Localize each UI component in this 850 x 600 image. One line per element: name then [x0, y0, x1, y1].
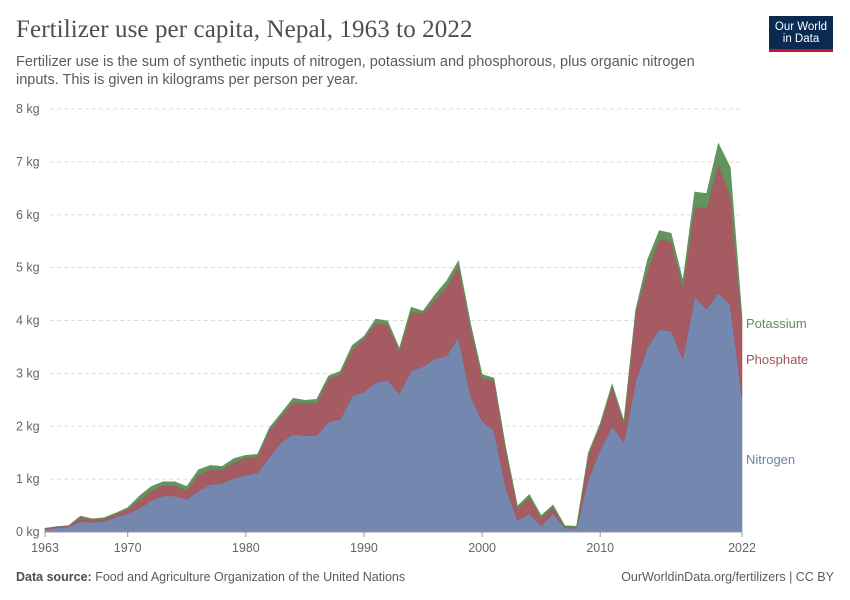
y-tick-label: 1 kg — [16, 472, 40, 486]
x-tick-label: 2022 — [728, 541, 756, 555]
legend-label-phosphate: Phosphate — [746, 352, 808, 367]
y-tick-label: 7 kg — [16, 155, 40, 169]
y-tick-label: 3 kg — [16, 366, 40, 380]
x-tick-label: 2010 — [586, 541, 614, 555]
y-tick-label: 2 kg — [16, 419, 40, 433]
logo-line2: in Data — [782, 32, 820, 45]
y-tick-label: 8 kg — [16, 102, 40, 116]
x-tick-label: 1963 — [31, 541, 59, 555]
source-label: Data source: — [16, 570, 92, 584]
y-tick-label: 6 kg — [16, 208, 40, 222]
area-potassium — [44, 142, 743, 529]
y-tick-label: 4 kg — [16, 314, 40, 328]
source-text[interactable]: Food and Agriculture Organization of the… — [95, 570, 406, 584]
legend-label-nitrogen: Nitrogen — [746, 452, 795, 467]
logo-line1: Our World — [774, 20, 828, 33]
footer-license[interactable]: OurWorldinData.org/fertilizers | CC BY — [621, 570, 834, 584]
chart-title: Fertilizer use per capita, Nepal, 1963 t… — [16, 16, 473, 43]
footer-source: Data source: Food and Agriculture Organi… — [16, 570, 405, 584]
legend-label-potassium: Potassium — [746, 316, 807, 331]
x-tick-label: 1990 — [350, 541, 378, 555]
x-tick-label: 1970 — [114, 541, 142, 555]
x-tick-label: 2000 — [468, 541, 496, 555]
x-tick-label: 1980 — [232, 541, 260, 555]
chart-subtitle: Fertilizer use is the sum of synthetic i… — [16, 54, 695, 88]
y-tick-label: 5 kg — [16, 261, 40, 275]
y-tick-label: 0 kg — [16, 525, 40, 539]
owid-logo[interactable]: Our World in Data — [769, 16, 833, 52]
area-chart: 0 kg 1 kg 2 kg 3 kg 4 kg 5 kg 6 kg 7 kg 8 kg 1963… — [16, 102, 808, 555]
